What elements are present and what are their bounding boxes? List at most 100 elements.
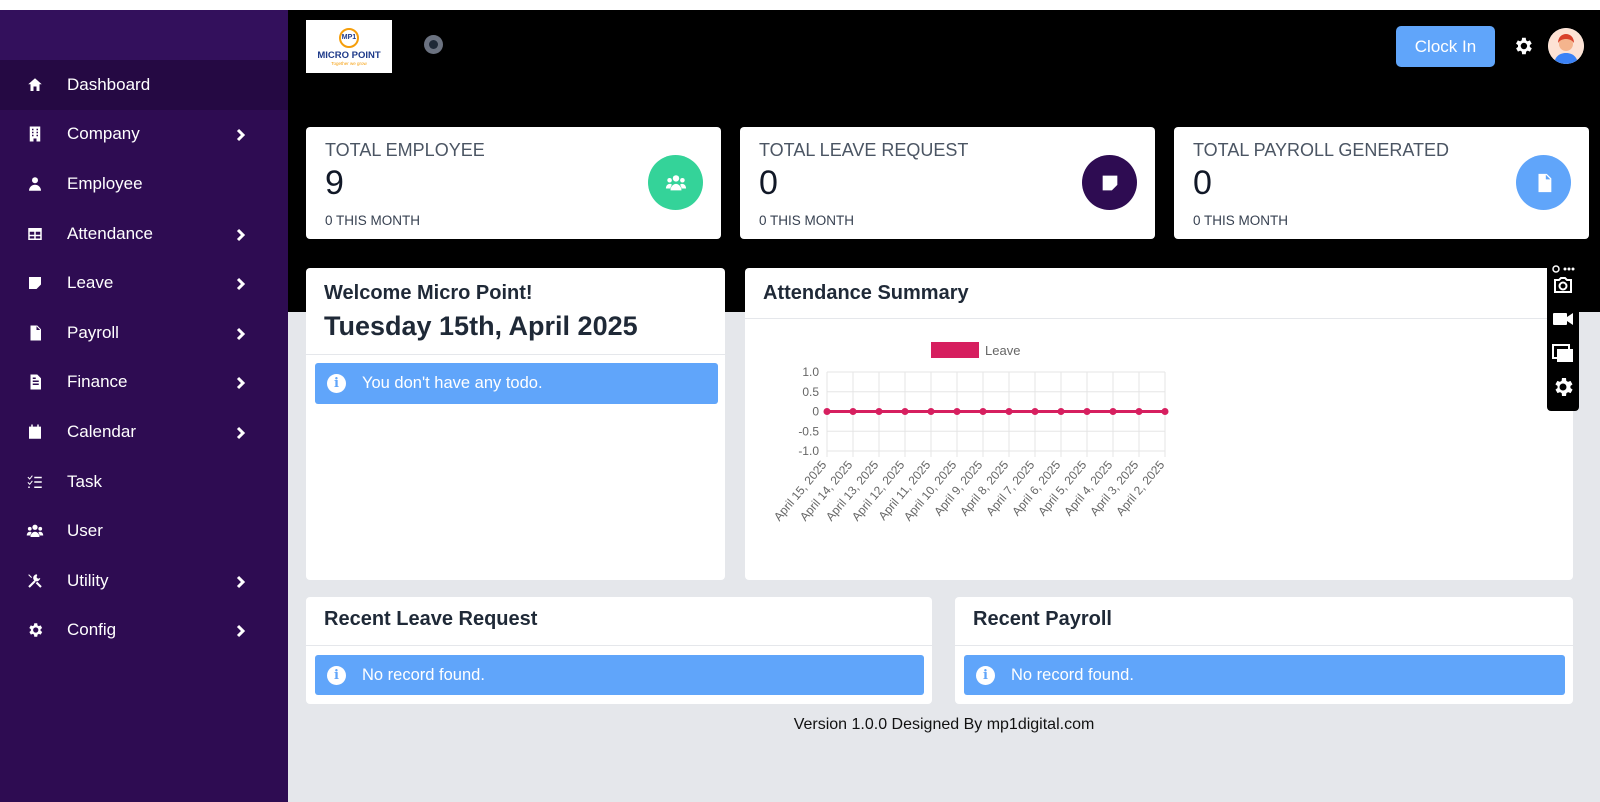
sidebar-item-company[interactable]: Company xyxy=(0,110,288,160)
sidebar-item-label: Utility xyxy=(67,570,109,590)
clock-in-button[interactable]: Clock In xyxy=(1396,26,1495,67)
users-icon xyxy=(24,520,46,542)
sidebar-item-label: Payroll xyxy=(67,322,119,342)
sidebar-item-label: Employee xyxy=(67,173,143,193)
chart-point xyxy=(1083,408,1091,415)
footer-text: Version 1.0.0 Designed By mp1digital.com xyxy=(793,716,1095,733)
chevron-right-icon xyxy=(234,276,248,291)
welcome-divider xyxy=(306,354,725,355)
stat-card: TOTAL EMPLOYEE 9 0 THIS MONTH xyxy=(306,127,721,239)
sidebar-item-label: Calendar xyxy=(67,421,136,441)
attendance-divider xyxy=(745,318,1573,319)
chart-legend-label: Leave xyxy=(985,343,1020,358)
chart-point xyxy=(901,408,909,415)
windows-icon[interactable] xyxy=(1551,341,1575,365)
sidebar-item-task[interactable]: Task xyxy=(0,457,288,507)
chart-y-tick: 0.5 xyxy=(802,385,819,399)
sidebar-item-payroll[interactable]: Payroll xyxy=(0,308,288,358)
sidebar-item-employee[interactable]: Employee xyxy=(0,159,288,209)
recent-leave-card: Recent Leave Request i No record found. xyxy=(306,597,932,704)
recent-payroll-message: No record found. xyxy=(1011,665,1134,684)
chart-point xyxy=(1161,408,1169,415)
sidebar-item-attendance[interactable]: Attendance xyxy=(0,209,288,259)
sidebar-item-label: Task xyxy=(67,471,102,491)
todo-alert: i You don't have any todo. xyxy=(315,363,718,404)
chart-point xyxy=(849,408,857,415)
stat-label: TOTAL PAYROLL GENERATED xyxy=(1193,140,1450,160)
recent-leave-message: No record found. xyxy=(362,665,485,684)
stat-sub: 0 THIS MONTH xyxy=(325,213,421,228)
chart-point xyxy=(953,408,961,415)
chart-point xyxy=(1031,408,1039,415)
chevron-right-icon xyxy=(234,227,248,241)
sidebar-item-finance[interactable]: Finance xyxy=(0,358,288,408)
welcome-title: Welcome Micro Point! xyxy=(324,282,533,304)
recent-leave-alert: i No record found. xyxy=(315,655,924,695)
sidebar-item-calendar[interactable]: Calendar xyxy=(0,407,288,457)
logo-name: MICRO POINT xyxy=(317,49,381,61)
chart-y-tick: 0 xyxy=(812,405,819,419)
sidebar-item-user[interactable]: User xyxy=(0,506,288,556)
sidebar-item-label: User xyxy=(67,521,103,541)
sidebar-item-dashboard[interactable]: Dashboard xyxy=(0,60,288,110)
stat-sub: 0 THIS MONTH xyxy=(1193,213,1289,228)
stat-value: 0 xyxy=(759,164,778,202)
stat-card: TOTAL PAYROLL GENERATED 0 0 THIS MONTH xyxy=(1174,127,1589,239)
sidebar: Dashboard Company Employee Attendance Leave P… xyxy=(0,10,288,802)
gear-icon[interactable] xyxy=(1512,35,1534,57)
recent-payroll-alert: i No record found. xyxy=(964,655,1565,695)
todo-message: You don't have any todo. xyxy=(362,374,543,392)
gear-icon xyxy=(24,619,46,641)
home-icon xyxy=(24,74,46,96)
sidebar-item-config[interactable]: Config xyxy=(0,606,288,656)
recent-leave-divider xyxy=(306,645,932,646)
stat-value: 9 xyxy=(325,164,344,202)
link-more-icon[interactable] xyxy=(1551,257,1575,273)
sidebar-nav: Dashboard Company Employee Attendance Leave P… xyxy=(0,60,288,655)
note-icon xyxy=(1082,155,1137,210)
sidebar-item-label: Leave xyxy=(67,273,114,293)
chart-y-tick: 1.0 xyxy=(802,365,819,379)
sidebar-item-utility[interactable]: Utility xyxy=(0,556,288,606)
avatar-icon[interactable] xyxy=(1548,28,1584,64)
welcome-date: Tuesday 15th, April 2025 xyxy=(324,311,638,341)
welcome-card: Welcome Micro Point! Tuesday 15th, April… xyxy=(306,268,725,580)
sidebar-toggle-icon[interactable] xyxy=(424,35,443,54)
chart-y-tick: -1.0 xyxy=(798,444,819,458)
chart-point xyxy=(823,408,831,415)
info-icon: i xyxy=(976,665,995,685)
recent-payroll-card: Recent Payroll i No record found. xyxy=(955,597,1573,704)
chart-y-tick: -0.5 xyxy=(798,424,819,438)
attendance-title: Attendance Summary xyxy=(763,282,969,304)
sidebar-item-label: Company xyxy=(67,124,140,144)
chart-point xyxy=(979,408,987,415)
capture-toolbar xyxy=(1547,255,1579,411)
chart-point xyxy=(1109,408,1117,415)
company-logo[interactable]: MP1 MICRO POINT Together we grow xyxy=(306,20,392,73)
chart-legend-swatch xyxy=(931,342,979,358)
stat-label: TOTAL EMPLOYEE xyxy=(325,140,485,160)
sidebar-item-leave[interactable]: Leave xyxy=(0,258,288,308)
sidebar-item-label: Attendance xyxy=(67,223,154,243)
video-camera-icon[interactable] xyxy=(1551,307,1575,331)
calendar-icon xyxy=(24,421,46,443)
gear-icon[interactable] xyxy=(1551,375,1575,399)
chevron-right-icon xyxy=(234,623,248,638)
users-icon xyxy=(648,155,703,210)
sidebar-item-label: Finance xyxy=(67,372,128,392)
list-check-icon xyxy=(24,471,46,493)
chevron-right-icon xyxy=(234,574,248,588)
chevron-right-icon xyxy=(234,326,248,340)
tools-icon xyxy=(24,570,46,592)
chevron-right-icon xyxy=(234,425,248,440)
note-icon xyxy=(24,272,46,294)
stat-card: TOTAL LEAVE REQUEST 0 0 THIS MONTH xyxy=(740,127,1155,239)
camera-icon[interactable] xyxy=(1551,273,1575,297)
recent-payroll-divider xyxy=(955,645,1573,646)
table-icon xyxy=(24,223,46,245)
file-pdf-icon xyxy=(24,322,46,344)
chart-point xyxy=(1005,408,1013,415)
info-icon: i xyxy=(327,665,346,685)
user-icon xyxy=(24,173,46,195)
